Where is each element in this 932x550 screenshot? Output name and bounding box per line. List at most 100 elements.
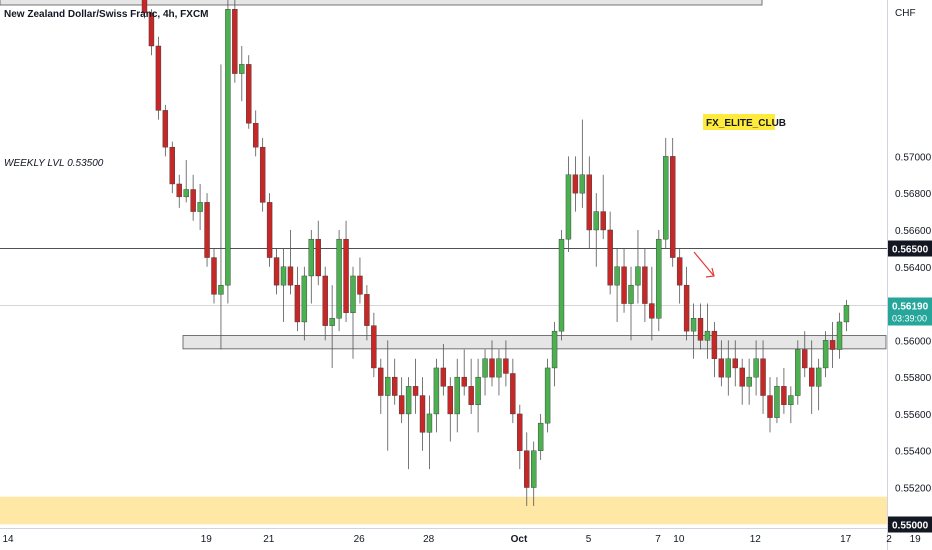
candle bbox=[294, 266, 301, 332]
candle bbox=[287, 229, 294, 295]
candle-body bbox=[767, 395, 773, 418]
candle-body bbox=[642, 266, 648, 304]
time-tick-label: 5 bbox=[586, 534, 592, 545]
candle bbox=[204, 193, 210, 267]
candle bbox=[683, 266, 690, 341]
candle-body bbox=[280, 266, 287, 286]
candle bbox=[815, 358, 822, 411]
candle-body bbox=[815, 367, 822, 387]
candle bbox=[148, 9, 155, 56]
candle bbox=[551, 321, 558, 387]
top-range-box bbox=[0, 0, 763, 6]
candle bbox=[218, 64, 224, 350]
candle-body bbox=[141, 0, 148, 14]
candle bbox=[642, 248, 648, 322]
candle bbox=[426, 395, 433, 470]
candle-body bbox=[614, 266, 620, 286]
candle-body bbox=[739, 367, 745, 387]
candle-body bbox=[572, 174, 579, 194]
candle bbox=[475, 358, 481, 433]
candle bbox=[343, 220, 349, 322]
chart-title: New Zealand Dollar/Swiss Franc, 4h, FXCM bbox=[4, 9, 209, 20]
candle bbox=[398, 377, 405, 424]
candle bbox=[197, 183, 203, 230]
candle-body bbox=[412, 386, 419, 396]
candle bbox=[836, 312, 843, 359]
candle bbox=[155, 36, 162, 120]
candle bbox=[544, 358, 551, 433]
candle-body bbox=[225, 8, 231, 286]
candle bbox=[162, 104, 169, 157]
candle bbox=[524, 432, 530, 506]
candle bbox=[503, 340, 509, 387]
candle-body bbox=[635, 266, 641, 286]
candle bbox=[405, 377, 412, 470]
candle-body bbox=[392, 376, 398, 396]
candle-body bbox=[190, 189, 196, 212]
candle-body bbox=[419, 395, 426, 433]
candle-body bbox=[600, 211, 606, 231]
time-axis[interactable]: 14 19 21 26 28 Oct 5 7 10 12 17 19 2 bbox=[0, 528, 921, 546]
candle bbox=[781, 367, 787, 414]
candle bbox=[788, 386, 794, 424]
candle-body bbox=[239, 64, 245, 74]
candle-body bbox=[155, 45, 162, 111]
time-tick-label: 2 bbox=[886, 534, 892, 545]
candle-body bbox=[252, 123, 259, 148]
candle bbox=[266, 193, 273, 267]
candle-body bbox=[760, 358, 766, 396]
support-zone-price-tag bbox=[888, 516, 932, 533]
candle bbox=[315, 220, 321, 286]
candle-body bbox=[690, 318, 697, 332]
candle-body bbox=[232, 8, 238, 74]
candle bbox=[704, 303, 711, 359]
candle bbox=[656, 229, 662, 332]
candle-body bbox=[204, 202, 210, 258]
candle bbox=[795, 340, 801, 405]
candle bbox=[579, 119, 586, 208]
candle-body bbox=[628, 284, 634, 304]
candle-body bbox=[607, 229, 613, 286]
candle-body bbox=[531, 450, 537, 488]
candle bbox=[440, 344, 447, 396]
candle-body bbox=[426, 413, 433, 433]
weekly-level-price-tag bbox=[888, 240, 932, 257]
candle-body bbox=[336, 238, 342, 319]
candle bbox=[364, 285, 370, 341]
candle bbox=[259, 137, 266, 212]
candle bbox=[385, 340, 391, 451]
candle-body bbox=[809, 367, 815, 387]
price-tick-label: 0.55800 bbox=[895, 373, 932, 384]
candle bbox=[336, 229, 342, 332]
candle-body bbox=[774, 386, 780, 418]
bar-countdown-label: 03:39:00 bbox=[892, 314, 927, 324]
candle bbox=[614, 248, 620, 322]
candle bbox=[232, 0, 238, 83]
candle bbox=[461, 349, 467, 396]
candle-body bbox=[287, 266, 294, 286]
watermark-badge: FX_ELITE_CLUB bbox=[703, 114, 786, 130]
candle bbox=[621, 248, 627, 313]
candle bbox=[169, 141, 176, 194]
time-tick-label: 12 bbox=[750, 534, 762, 545]
price-tick-label: 0.55200 bbox=[895, 484, 932, 495]
last-price-tag bbox=[888, 297, 932, 326]
candle bbox=[663, 137, 669, 249]
candle-body bbox=[795, 349, 801, 396]
candle bbox=[690, 303, 697, 359]
time-tick-label: 10 bbox=[673, 534, 685, 545]
candle-body bbox=[524, 450, 530, 488]
candle-body bbox=[433, 367, 440, 415]
candle-body bbox=[503, 358, 509, 374]
candle-body bbox=[621, 266, 627, 304]
time-tick-label: 7 bbox=[655, 534, 661, 545]
candle bbox=[371, 312, 377, 378]
price-tick-label: 0.57000 bbox=[895, 152, 932, 163]
candle bbox=[308, 229, 314, 304]
candle bbox=[190, 174, 196, 221]
time-tick-label: 19 bbox=[201, 534, 213, 545]
candle bbox=[239, 45, 245, 102]
candle-body bbox=[510, 373, 516, 415]
